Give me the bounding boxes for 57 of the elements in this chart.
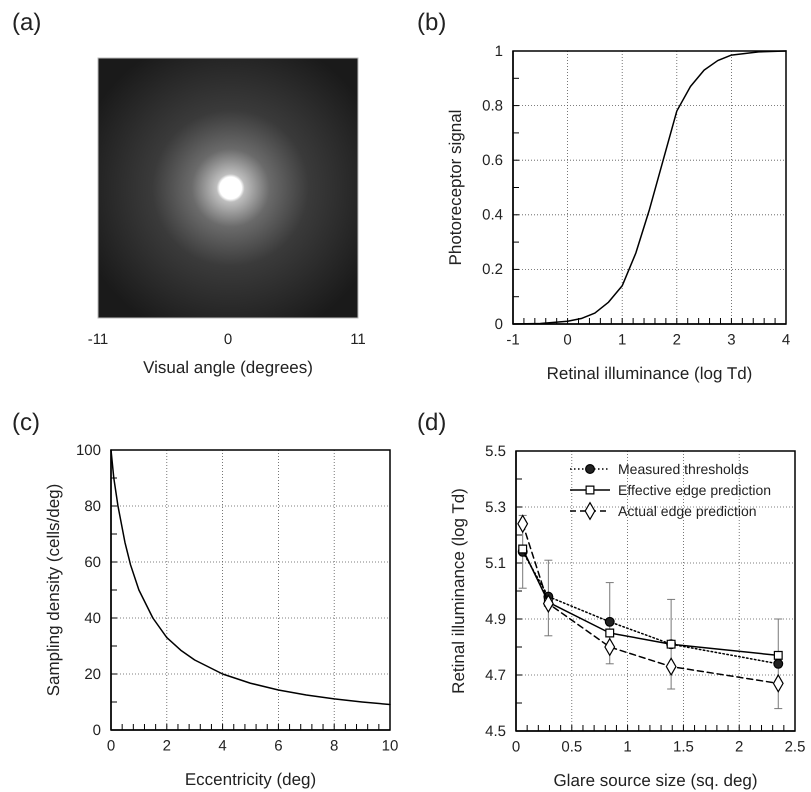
y-axis-title: Sampling density (cells/deg) [44,484,63,696]
text: -11 [88,331,108,348]
y-tick-label: 0.6 [482,152,503,169]
y-tick-label: 5.1 [485,554,506,572]
x-tick-label: 6 [274,738,283,755]
y-tick-label: 5.5 [485,442,506,460]
y-tick-label: 1 [494,42,503,60]
legend-label: Effective edge prediction [618,482,772,498]
point [774,650,783,660]
x-tick-label: 0.5 [561,738,582,756]
y-tick-label: 60 [84,554,101,571]
y-tick-label: 80 [84,498,101,515]
point [605,628,614,638]
y-tick-label: 4.9 [485,610,506,628]
x-tick-label: 4 [218,738,227,755]
chart-title: (d) [417,409,446,436]
x-tick-label: -1 [506,332,520,349]
x-tick-label: 10 [382,738,398,755]
y-axis-title: Retinal illuminance (log Td) [449,488,468,694]
y-tick-label: 20 [84,666,101,683]
chart-title: (c) [12,409,40,436]
y-tick-label: 40 [84,610,101,627]
legend-label: Measured thresholds [618,461,749,477]
x-tick-label: 0 [563,332,572,349]
x-tick-label: 1.5 [672,738,694,756]
x-tick-label: 1 [618,332,626,349]
point [604,616,615,627]
x-tick-label: 0 [106,738,116,755]
legend-label: Actual edge prediction [618,503,757,519]
y-tick-label: 4.7 [485,666,506,684]
x-tick-label: 1 [623,738,632,756]
y-tick-label: 5.3 [485,498,506,516]
text: 11 [350,331,366,348]
text: Visual angle (degrees) [143,358,313,377]
x-axis-title: Retinal illuminance (log Td) [546,364,752,383]
y-tick-label: 0 [494,316,503,333]
text: (a) [12,9,42,36]
x-tick-label: 4 [782,332,790,349]
x-tick-label: 0 [512,738,520,756]
x-axis-title: Eccentricity (deg) [184,770,316,789]
y-tick-label: 0 [92,722,101,739]
x-tick-label: 2 [672,332,681,349]
y-tick-label: 100 [76,442,101,459]
y-tick-label: 0.8 [482,97,503,114]
x-tick-label: 3 [727,332,736,349]
y-tick-label: 4.5 [485,722,506,740]
point [773,658,784,669]
y-tick-label: 0.4 [482,206,503,224]
point [518,544,528,554]
x-tick-label: 2 [735,738,744,756]
y-tick-label: 0.2 [482,261,503,278]
x-tick-label: 2 [162,738,171,755]
x-tick-label: 8 [330,738,338,755]
x-tick-label: 2.5 [784,738,806,756]
x-axis-title: Glare source size (sq. deg) [553,771,758,790]
y-axis-title: Photoreceptor signal [446,110,465,266]
chart-title: (b) [417,9,446,36]
